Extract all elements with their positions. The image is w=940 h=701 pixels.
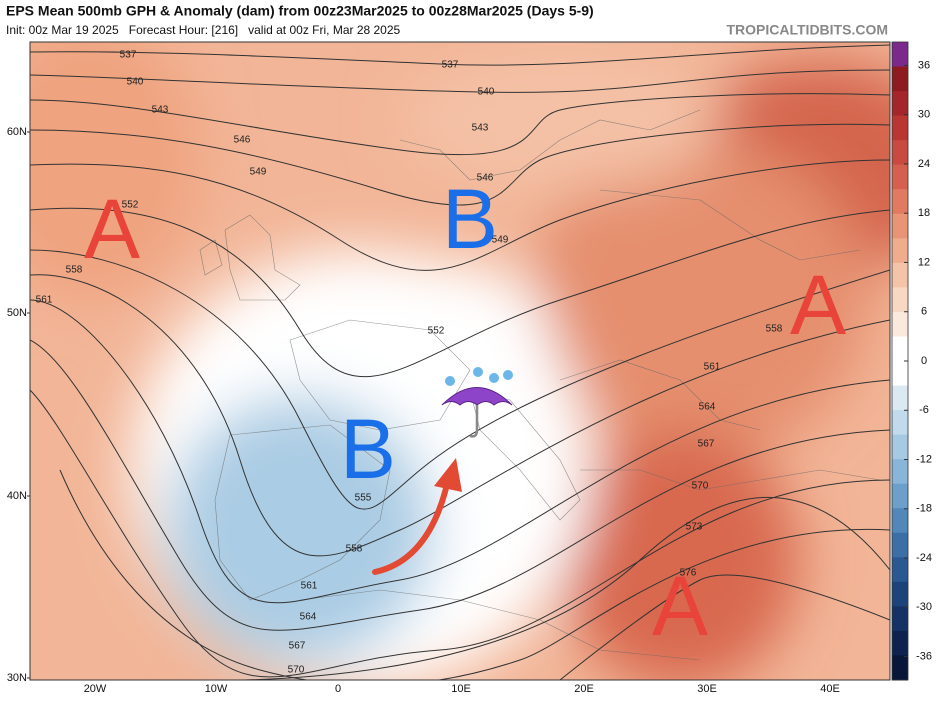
longitude-label: 40E xyxy=(820,683,840,695)
contour-label: 549 xyxy=(492,235,509,246)
colorbar-tick-label: -12 xyxy=(916,453,932,465)
colorbar-segment xyxy=(892,459,908,485)
colorbar-tick-label: 36 xyxy=(918,59,930,71)
contour-label: 558 xyxy=(66,265,83,276)
contour-label: 573 xyxy=(686,522,703,533)
latitude-label: 50N xyxy=(7,307,27,319)
pressure-center-letter: A xyxy=(790,258,846,352)
contour-label: 561 xyxy=(301,581,318,592)
colorbar-segment xyxy=(892,287,908,313)
contour-label: 537 xyxy=(442,60,459,71)
pressure-center-letter: A xyxy=(652,559,708,653)
colorbar-tick-label: 24 xyxy=(918,158,930,170)
contour-label: 540 xyxy=(127,77,144,88)
contour-label: 561 xyxy=(36,295,53,306)
title: EPS Mean 500mb GPH & Anomaly (dam) from … xyxy=(6,3,594,19)
map: 537 540 543 546 549 552 558 561 537 540 543 546 549 5… xyxy=(30,42,890,680)
latitude-label: 60N xyxy=(7,126,27,138)
colorbar-segment xyxy=(892,606,908,632)
flow-arrow xyxy=(372,458,462,575)
longitude-label: 10E xyxy=(451,683,471,695)
contour-label: 546 xyxy=(477,173,494,184)
pressure-center-letter: B xyxy=(442,172,498,266)
colorbar-segment xyxy=(892,532,908,558)
contour-label: 552 xyxy=(428,326,445,337)
colorbar-segment xyxy=(892,410,908,436)
colorbar-segment xyxy=(892,483,908,509)
colorbar-tick-label: -36 xyxy=(916,651,932,663)
colorbar-segment xyxy=(892,385,908,411)
contour-label: 552 xyxy=(122,200,139,211)
contour-label: 564 xyxy=(699,402,716,413)
contour-label: 558 xyxy=(766,324,783,335)
longitude-label: 20W xyxy=(84,683,107,695)
longitude-label: 10W xyxy=(205,683,228,695)
contour-label: 558 xyxy=(346,544,363,555)
contour-label: 537 xyxy=(120,50,137,61)
colorbar-segment xyxy=(892,164,908,190)
contour-label: 567 xyxy=(289,641,306,652)
rain-icon xyxy=(441,367,513,438)
colorbar-segment xyxy=(892,262,908,288)
contours xyxy=(30,44,890,680)
longitude-label: 0 xyxy=(335,683,341,695)
axis-labels: 60N 50N 40N 30N 20W 10W 0 10E 20E 30E 40E xyxy=(7,126,840,695)
contour-label: 564 xyxy=(300,612,317,623)
colorbar-segment xyxy=(892,508,908,534)
colorbar-tick-label: 30 xyxy=(918,109,930,121)
colorbar-segment xyxy=(892,189,908,215)
pressure-center-letter: A xyxy=(84,182,140,276)
anomaly-field xyxy=(30,42,890,680)
pressure-center-letter: B xyxy=(340,402,396,496)
map-frame xyxy=(29,41,891,681)
pressure-centers: A B A B A xyxy=(84,172,846,653)
contour-label: 546 xyxy=(234,135,251,146)
latitude-label: 40N xyxy=(7,490,27,502)
colorbar-segment xyxy=(892,91,908,117)
colorbar-segment xyxy=(892,336,908,362)
contour-label: 576 xyxy=(680,568,697,579)
subtitle: Init: 00z Mar 19 2025 Forecast Hour: [21… xyxy=(6,23,401,37)
colorbar-segment xyxy=(892,434,908,460)
colorbar-segment xyxy=(892,140,908,166)
contour-label: 567 xyxy=(698,439,715,450)
contour-label: 540 xyxy=(478,87,495,98)
colorbar-segment xyxy=(892,557,908,583)
longitude-label: 30E xyxy=(697,683,717,695)
contour-label: 570 xyxy=(692,481,709,492)
borders xyxy=(199,109,881,661)
contour-label: 543 xyxy=(152,105,169,116)
colorbar-tick-label: 6 xyxy=(921,306,927,318)
colorbar-tick-label: -24 xyxy=(916,552,932,564)
colorbar-segment xyxy=(892,311,908,337)
colorbar: 36 30 24 18 12 6 0 -6 -12 -18 -24 -30 -36 xyxy=(891,41,932,681)
colorbar-tick-label: 18 xyxy=(918,207,930,219)
colorbar-segment xyxy=(892,655,908,681)
contour-labels: 537 540 543 546 549 552 558 561 537 540 543 546 549 5… xyxy=(36,50,783,676)
latitude-label: 30N xyxy=(7,672,27,684)
contour-label: 549 xyxy=(250,167,267,178)
colorbar-segment xyxy=(892,115,908,141)
colorbar-tick-label: 0 xyxy=(921,355,927,367)
colorbar-tick-label: -18 xyxy=(916,503,932,515)
colorbar-tick-label: 12 xyxy=(918,256,930,268)
colorbar-segment xyxy=(892,213,908,239)
colorbar-segment xyxy=(892,42,908,68)
longitude-label: 20E xyxy=(574,683,594,695)
colorbar-segment xyxy=(892,361,908,387)
colorbar-segment xyxy=(892,630,908,656)
contour-label: 570 xyxy=(288,665,305,676)
contour-label: 555 xyxy=(355,493,372,504)
watermark: TROPICALTIDBITS.COM xyxy=(726,22,888,38)
colorbar-segment xyxy=(892,66,908,92)
colorbar-segment xyxy=(892,238,908,264)
colorbar-tick-label: -6 xyxy=(919,404,929,416)
contour-label: 543 xyxy=(472,123,489,134)
colorbar-tick-label: -30 xyxy=(916,601,932,613)
contour-label: 561 xyxy=(704,362,721,373)
colorbar-segment xyxy=(892,581,908,607)
